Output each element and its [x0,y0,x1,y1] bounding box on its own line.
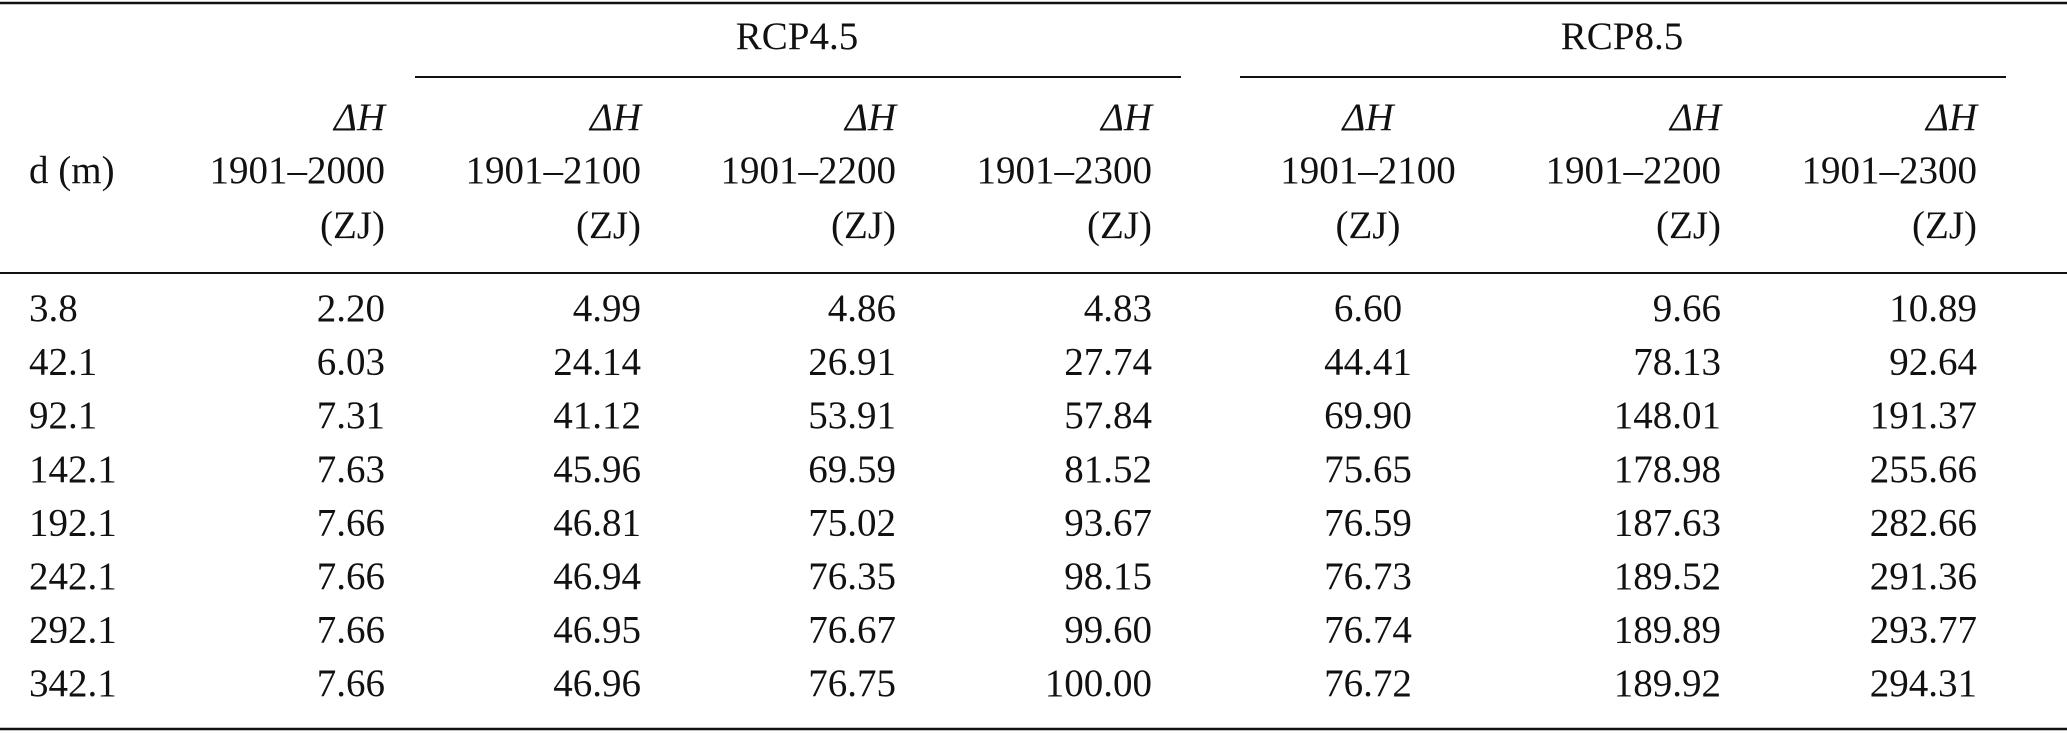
cell: 4.86 [828,287,896,330]
cell: 9.66 [1653,287,1721,330]
cell: 7.66 [317,662,385,705]
cell: 7.63 [317,448,385,491]
column-header: 1901–2200 [721,149,897,192]
cell: 7.66 [317,501,385,544]
column-header: ΔH [1924,96,1979,139]
cell: 75.02 [808,501,896,544]
cell: 44.41 [1324,341,1412,384]
cell: 100.00 [1045,662,1152,705]
cell: 26.91 [808,341,896,384]
cell: 282.66 [1870,501,1977,544]
cell: 148.01 [1614,394,1721,437]
cell: 7.66 [317,609,385,652]
column-header: 1901–2100 [1280,149,1456,192]
cell: 99.60 [1064,609,1152,652]
cell: 46.96 [553,662,641,705]
cell: 45.96 [553,448,641,491]
column-header: ΔH [1099,96,1154,139]
cell: 27.74 [1064,341,1152,384]
group-label: RCP4.5 [736,15,858,58]
column-header: ΔH [332,96,387,139]
column-header: (ZJ) [1336,204,1401,247]
cell: 178.98 [1614,448,1721,491]
cell: 3.8 [29,287,78,330]
cell: 69.59 [808,448,896,491]
column-header: 1901–2300 [977,149,1153,192]
cell: 57.84 [1064,394,1152,437]
cell: 242.1 [29,555,117,598]
column-header: 1901–2000 [210,149,386,192]
column-header: d (m) [29,149,115,192]
cell: 76.67 [808,609,896,652]
column-header: ΔH [843,96,898,139]
cell: 7.66 [317,555,385,598]
cell: 4.99 [573,287,641,330]
cell: 98.15 [1064,555,1152,598]
cell: 76.75 [808,662,896,705]
cell: 7.31 [317,394,385,437]
cell: 76.59 [1324,501,1412,544]
cell: 69.90 [1324,394,1412,437]
column-header: (ZJ) [1087,204,1152,247]
cell: 191.37 [1870,394,1977,437]
cell: 189.92 [1614,662,1721,705]
cell: 76.72 [1324,662,1412,705]
column-header: (ZJ) [576,204,641,247]
cell: 92.1 [29,394,97,437]
cell: 6.60 [1334,287,1402,330]
cell: 78.13 [1633,341,1721,384]
cell: 76.35 [808,555,896,598]
cell: 142.1 [29,448,117,491]
cell: 46.94 [553,555,641,598]
cell: 76.73 [1324,555,1412,598]
cell: 294.31 [1870,662,1977,705]
cell: 192.1 [29,501,117,544]
cell: 189.89 [1614,609,1721,652]
column-header: (ZJ) [1912,204,1977,247]
column-header: ΔH [1340,96,1395,139]
cell: 42.1 [29,341,97,384]
cell: 81.52 [1064,448,1152,491]
cell: 291.36 [1870,555,1977,598]
column-header: ΔH [1668,96,1723,139]
cell: 41.12 [553,394,641,437]
cell: 92.64 [1889,341,1977,384]
cell: 2.20 [317,287,385,330]
column-header: (ZJ) [320,204,385,247]
group-label: RCP8.5 [1561,15,1683,58]
column-header: ΔH [588,96,643,139]
cell: 189.52 [1614,555,1721,598]
cell: 293.77 [1870,609,1977,652]
column-header: (ZJ) [831,204,896,247]
cell: 46.95 [553,609,641,652]
cell: 187.63 [1614,501,1721,544]
column-header: (ZJ) [1656,204,1721,247]
cell: 292.1 [29,609,117,652]
cell: 75.65 [1324,448,1412,491]
cell: 4.83 [1084,287,1152,330]
cell: 76.74 [1324,609,1412,652]
column-header: 1901–2300 [1802,149,1978,192]
cell: 53.91 [808,394,896,437]
cell: 255.66 [1870,448,1977,491]
cell: 46.81 [553,501,641,544]
column-header: 1901–2200 [1546,149,1722,192]
cell: 6.03 [317,341,385,384]
cell: 342.1 [29,662,117,705]
column-header: 1901–2100 [466,149,642,192]
cell: 10.89 [1889,287,1977,330]
cell: 93.67 [1064,501,1152,544]
cell: 24.14 [553,341,641,384]
